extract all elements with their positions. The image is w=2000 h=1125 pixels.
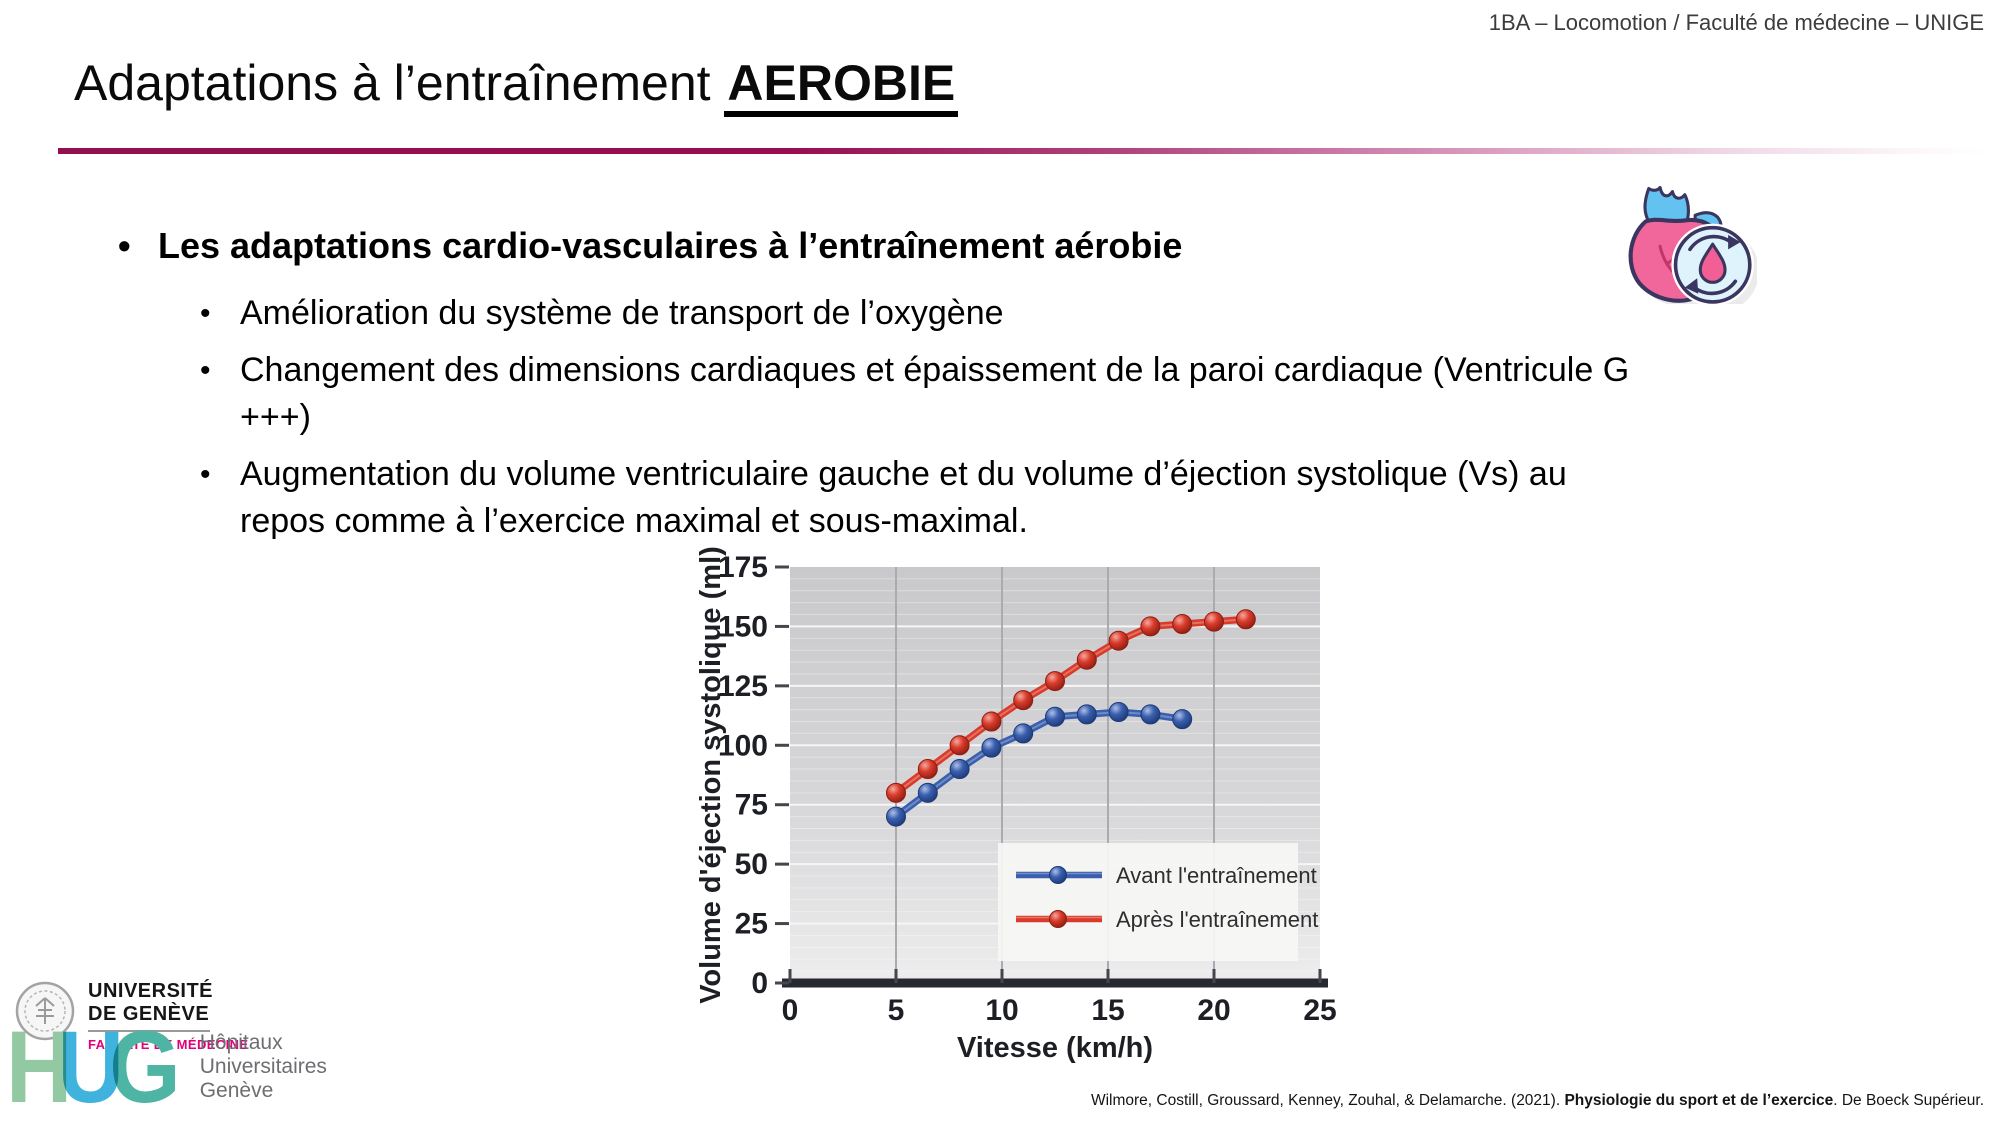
sub-bullet-1-line-1: Amélioration du système de transport de … (240, 294, 1004, 332)
svg-text:150: 150 (718, 610, 768, 643)
sub-bullet-2: Changement des dimensions cardiaques et … (200, 347, 1888, 441)
unige-name-line2: DE GENÈVE (88, 1003, 210, 1025)
course-header: 1BA – Locomotion / Faculté de médecine –… (1488, 10, 1984, 35)
svg-text:Après l'entraînement: Après l'entraînement (1116, 907, 1318, 932)
chart-svg: Avant l'entraînement Après l'entraînement… (695, 546, 1337, 1064)
title-emphasis: AEROBIE (724, 55, 959, 117)
svg-text:100: 100 (718, 729, 768, 762)
hug-letters: HUG (6, 1016, 181, 1118)
sub-bullets: Amélioration du système de transport de … (200, 290, 1888, 545)
sub-bullet-3-line-2: repos comme à l’exercice maximal et sous… (240, 502, 1028, 540)
hug-letter-g: G (109, 1010, 180, 1124)
hug-name-line3: Genève (199, 1079, 274, 1102)
svg-text:25: 25 (1303, 994, 1336, 1027)
svg-text:10: 10 (985, 994, 1018, 1027)
main-bullet-text: Les adaptations cardio-vasculaires à l’e… (158, 225, 1183, 266)
hug-letter-h: H (6, 1010, 72, 1124)
svg-text:0: 0 (782, 994, 799, 1027)
sub-bullet-1: Amélioration du système de transport de … (200, 290, 1888, 337)
unige-logo: UNIVERSITÉ DE GENÈVE FACULTÉ DE MÉDECINE (14, 980, 248, 1052)
svg-text:Avant l'entraînement: Avant l'entraînement (1116, 863, 1317, 888)
citation-book-title: Physiologie du sport et de l’exercice (1564, 1092, 1834, 1109)
hug-logo: HUG Hôpitaux Universitaires Genève (6, 1016, 327, 1118)
svg-text:Vitesse (km/h): Vitesse (km/h) (957, 1032, 1153, 1064)
unige-name-line1: UNIVERSITÉ (88, 980, 214, 1002)
svg-text:20: 20 (1197, 994, 1230, 1027)
sub-bullet-2-line-2: +++) (240, 398, 311, 436)
page-title: Adaptations à l’entraînement AEROBIE (74, 54, 959, 117)
stroke-volume-chart: Avant l'entraînement Après l'entraînement… (690, 545, 1370, 1075)
hug-name-line2: Universitaires (199, 1055, 327, 1078)
hug-name: Hôpitaux Universitaires Genève (200, 1031, 327, 1103)
svg-text:125: 125 (718, 670, 768, 703)
title-divider (58, 148, 1988, 154)
svg-text:Volume d'éjection systolique (: Volume d'éjection systolique (ml) (695, 546, 727, 1004)
svg-text:5: 5 (888, 994, 905, 1027)
svg-text:175: 175 (718, 551, 768, 584)
svg-text:75: 75 (735, 789, 768, 822)
svg-text:0: 0 (751, 967, 768, 1000)
svg-text:25: 25 (735, 908, 768, 941)
svg-text:50: 50 (735, 848, 768, 881)
bullet-list: Les adaptations cardio-vasculaires à l’e… (118, 220, 1888, 555)
heart-circulation-icon (1592, 172, 1760, 313)
title-prefix: Adaptations à l’entraînement (74, 55, 725, 111)
heart-icon-svg (1628, 185, 1760, 313)
bullet-dot (200, 451, 240, 545)
hug-letter-u: U (57, 1010, 124, 1124)
sub-bullet-3: Augmentation du volume ventriculaire gau… (200, 451, 1888, 545)
main-bullet: Les adaptations cardio-vasculaires à l’e… (118, 220, 1888, 272)
citation-authors: Wilmore, Costill, Groussard, Kenney, Zou… (1090, 1092, 1565, 1109)
unige-seal-icon (15, 981, 75, 1041)
bullet-dot (118, 220, 158, 272)
sub-bullet-2-line-1: Changement des dimensions cardiaques et … (240, 351, 1630, 389)
citation: Wilmore, Costill, Groussard, Kenney, Zou… (1091, 1092, 1984, 1110)
citation-publisher: . De Boeck Supérieur. (1833, 1092, 1984, 1109)
bullet-dot (200, 347, 240, 441)
svg-text:15: 15 (1091, 994, 1124, 1027)
unige-rule (88, 1030, 210, 1032)
hug-name-line1: Hôpitaux (199, 1031, 283, 1054)
sub-bullet-3-line-1: Augmentation du volume ventriculaire gau… (240, 455, 1567, 493)
bullet-dot (200, 290, 240, 337)
unige-faculty: FACULTÉ DE MÉDECINE (88, 1037, 249, 1052)
